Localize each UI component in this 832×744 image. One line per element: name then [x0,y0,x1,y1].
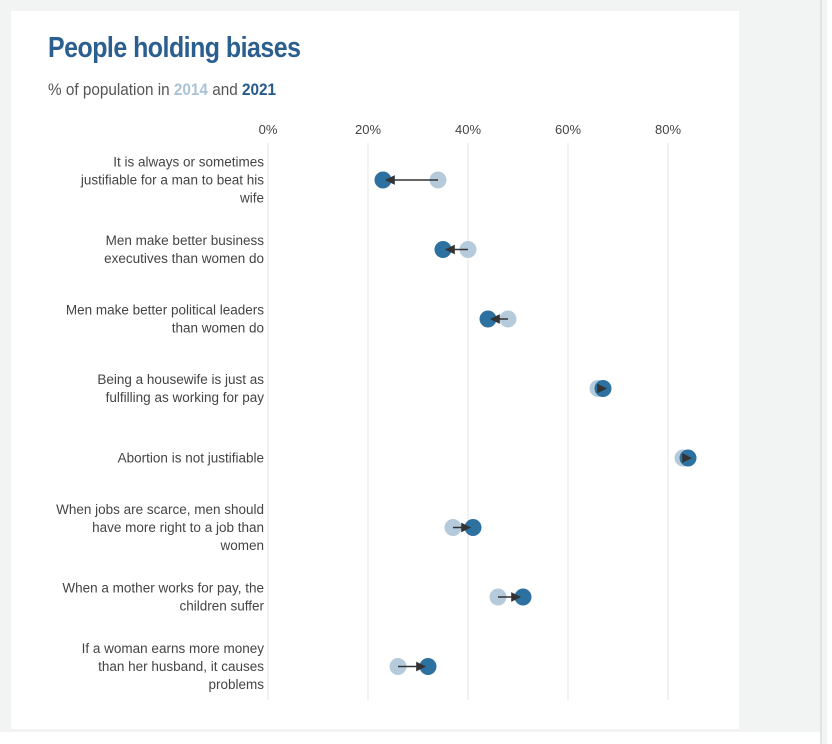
category-label: When jobs are scarce, men should have mor… [56,502,264,553]
category-label-line: It is always or sometimes [113,155,264,170]
dumbbell-row [589,380,612,397]
grid-lines [267,143,669,700]
chart-subtitle: % of population in 2014 and 2021 [48,80,276,100]
scrollbar-track[interactable] [820,0,822,744]
chart-card [11,11,739,729]
dumbbell-row [674,449,697,467]
subtitle-joiner: and [212,80,238,99]
category-label-line: Men make better political leaders [66,303,264,318]
x-tick-label: 40% [455,122,481,137]
category-label-line: Men make better business [106,233,265,248]
dumbbell-row [444,519,482,536]
dumbbell-row [479,310,517,328]
x-tick-label: 0% [259,122,278,137]
category-label: It is always or sometimes justifiable for… [80,155,264,206]
category-label: When a mother works for pay, the children… [62,581,264,614]
x-tick-label: 20% [355,122,381,137]
page-bottom-margin [0,732,820,744]
category-label: If a woman earns more money than her husb… [82,641,265,692]
window-edge [827,0,832,744]
category-labels: It is always or sometimes justifiable for… [56,155,264,693]
category-label-line: than women do [172,321,264,336]
category-label-line: When a mother works for pay, the [62,581,264,596]
category-label-line: fulfilling as working for pay [106,390,265,405]
category-label-line: Being a housewife is just as [97,372,264,387]
legend-2021: 2021 [242,80,277,99]
category-label-line: women [219,538,264,553]
x-axis-ticks: 0% 20% 40% 60% 80% [259,122,682,137]
data-marks [374,171,697,675]
dumbbell-row [489,588,532,606]
chart-title: People holding biases [48,32,301,64]
x-tick-label: 60% [555,122,581,137]
category-label-line: When jobs are scarce, men should [56,502,264,517]
category-label-line: Abortion is not justifiable [118,451,264,466]
dumbbell-row [389,658,437,675]
legend-2014: 2014 [173,80,208,99]
category-label-line: justifiable for a man to beat his [80,173,264,188]
category-label-line: executives than women do [104,251,264,266]
x-tick-label: 80% [655,122,681,137]
category-label: Men make better business executives than … [104,233,264,266]
category-label-line: wife [239,191,264,206]
category-label-line: have more right to a job than [92,520,264,535]
category-label-line: children suffer [179,599,264,614]
dumbbell-row [434,241,477,258]
category-label: Abortion is not justifiable [118,451,264,466]
subtitle-prefix: % of population in [48,80,170,99]
category-label-line: problems [208,677,264,692]
dumbbell-row [374,171,447,189]
category-label-line: If a woman earns more money [82,641,265,656]
category-label: Being a housewife is just as fulfilling a… [97,372,264,405]
category-label: Men make better political leaders than wo… [66,303,264,336]
category-label-line: than her husband, it causes [98,659,264,674]
